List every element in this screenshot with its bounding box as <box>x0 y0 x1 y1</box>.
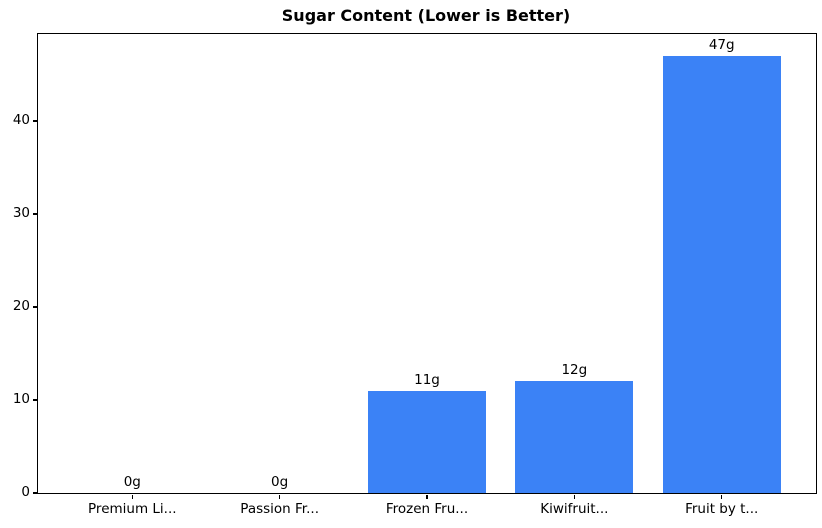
y-axis-tick-label: 20 <box>12 297 30 314</box>
y-axis-tick-label: 0 <box>21 484 30 500</box>
y-axis-tick-mark <box>33 399 37 401</box>
x-axis-tick-label: Passion Fr... <box>240 501 319 517</box>
y-axis-tick-mark <box>33 213 37 215</box>
bar <box>515 381 634 493</box>
bar-value-label: 47g <box>708 36 735 53</box>
y-axis-tick-label: 30 <box>12 204 30 221</box>
y-axis-tick-mark <box>33 120 37 122</box>
bar <box>662 55 781 493</box>
x-axis-tick-mark <box>426 495 428 499</box>
x-axis-tick-mark <box>573 495 575 499</box>
x-axis-tick-label: Frozen Fru... <box>385 501 469 517</box>
x-axis-tick-mark <box>721 495 723 499</box>
bar <box>368 390 486 493</box>
y-axis-tick-mark <box>33 492 37 494</box>
x-axis-tick-label: Fruit by t... <box>685 501 759 517</box>
chart-title: Sugar Content (Lower is Better) <box>281 6 571 25</box>
x-axis-tick-label: Kiwifruit... <box>540 501 609 517</box>
bar-value-label: 11g <box>414 371 440 388</box>
bar-value-label: 0g <box>123 474 141 490</box>
x-axis-tick-mark <box>279 495 281 499</box>
x-axis-tick-label: Premium Li... <box>88 501 177 517</box>
y-axis-tick-mark <box>33 306 37 308</box>
y-axis-tick-label: 10 <box>12 390 30 407</box>
y-axis-tick-label: 40 <box>12 111 30 128</box>
bar-value-label: 0g <box>271 474 289 490</box>
bar-value-label: 12g <box>561 362 588 379</box>
x-axis-tick-mark <box>131 495 133 499</box>
plot-area: 0 10 20 30 40 0g Premium Li... 0g Passion Fr... 1… <box>13 33 817 517</box>
